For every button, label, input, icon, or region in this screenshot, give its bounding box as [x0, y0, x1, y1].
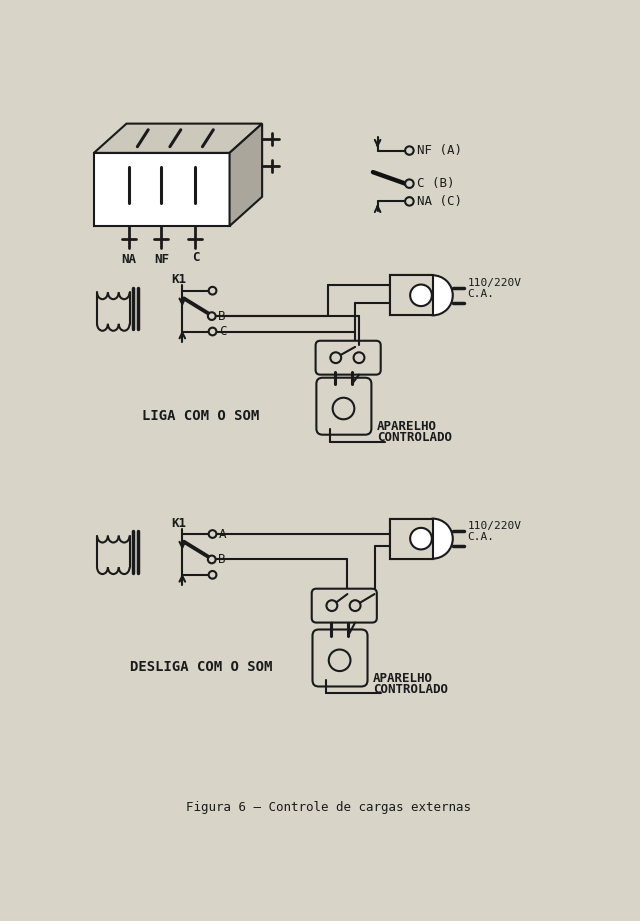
Text: APARELHO: APARELHO	[373, 671, 433, 684]
Text: CONTROLADO: CONTROLADO	[377, 431, 452, 444]
FancyBboxPatch shape	[316, 378, 371, 435]
Polygon shape	[230, 123, 262, 226]
Bar	[390, 275, 433, 315]
Circle shape	[349, 600, 360, 611]
Circle shape	[209, 328, 216, 335]
Circle shape	[209, 530, 216, 538]
Text: A: A	[219, 528, 226, 541]
Text: K1: K1	[172, 517, 186, 530]
Text: NF (A): NF (A)	[417, 144, 462, 157]
Text: 110/220V: 110/220V	[467, 278, 522, 288]
Text: K1: K1	[172, 274, 186, 286]
Text: NA (C): NA (C)	[417, 195, 462, 208]
Circle shape	[208, 555, 216, 564]
Text: C.A.: C.A.	[467, 289, 495, 298]
Text: APARELHO: APARELHO	[377, 420, 437, 433]
Circle shape	[410, 285, 432, 306]
Circle shape	[330, 353, 341, 363]
Text: C.A.: C.A.	[467, 532, 495, 542]
Text: LIGA COM O SOM: LIGA COM O SOM	[142, 409, 259, 424]
Bar	[390, 519, 433, 558]
Text: NA: NA	[122, 252, 136, 265]
Circle shape	[405, 146, 413, 155]
FancyBboxPatch shape	[312, 589, 377, 623]
Text: NF: NF	[154, 252, 169, 265]
Bar	[390, 276, 433, 315]
Circle shape	[209, 286, 216, 295]
Circle shape	[410, 528, 432, 550]
Text: B: B	[218, 553, 225, 565]
Wedge shape	[433, 275, 452, 315]
Circle shape	[353, 353, 364, 363]
Text: Figura 6 – Controle de cargas externas: Figura 6 – Controle de cargas externas	[186, 801, 470, 814]
FancyBboxPatch shape	[312, 629, 367, 686]
Text: C (B): C (B)	[417, 177, 454, 190]
Circle shape	[333, 398, 355, 419]
Circle shape	[326, 600, 337, 611]
Circle shape	[405, 180, 413, 188]
Bar	[390, 275, 433, 315]
FancyBboxPatch shape	[316, 341, 381, 375]
Bar	[390, 519, 433, 559]
Bar	[390, 519, 433, 559]
Circle shape	[209, 571, 216, 578]
Text: CONTROLADO: CONTROLADO	[373, 683, 448, 696]
Text: C: C	[219, 325, 226, 338]
Text: 110/220V: 110/220V	[467, 521, 522, 531]
Polygon shape	[94, 153, 230, 226]
Circle shape	[329, 649, 351, 671]
Circle shape	[405, 197, 413, 205]
Text: B: B	[218, 309, 225, 322]
Polygon shape	[94, 123, 262, 153]
Wedge shape	[433, 519, 452, 559]
Circle shape	[208, 312, 216, 320]
Text: DESLIGA COM O SOM: DESLIGA COM O SOM	[131, 660, 273, 674]
Text: C: C	[193, 251, 200, 264]
